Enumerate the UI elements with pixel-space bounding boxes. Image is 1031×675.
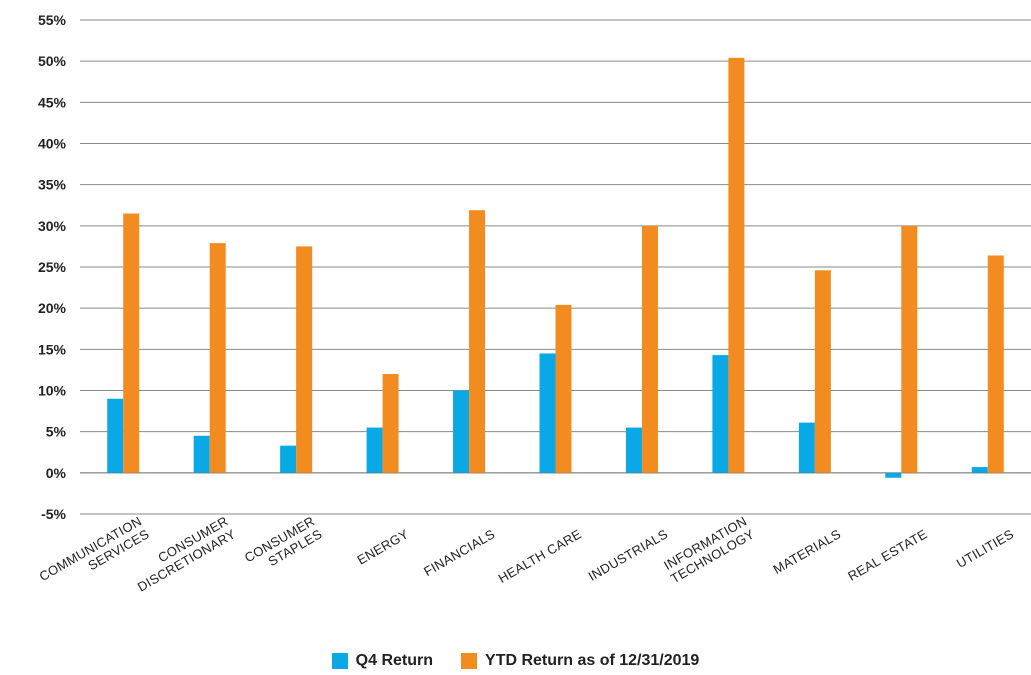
y-tick-label: 5% (46, 424, 67, 440)
bar-q4 (885, 472, 902, 478)
y-tick-label: 25% (38, 259, 67, 275)
bar-q4 (193, 435, 210, 473)
legend: Q4 Return YTD Return as of 12/31/2019 (0, 652, 1031, 670)
legend-label-q4: Q4 Return (355, 652, 434, 669)
y-tick-label: 40% (38, 136, 67, 152)
x-tick-label: UTILITIES (954, 526, 1016, 571)
bar-q4 (107, 398, 124, 473)
bar-ytd (123, 213, 140, 473)
bar-ytd (382, 374, 399, 473)
bar-q4 (971, 467, 988, 473)
x-axis-ticks: COMMUNICATIONSERVICES CONSUMERDISCRETIONA… (37, 513, 1017, 597)
x-tick-label: COMMUNICATIONSERVICES (37, 513, 152, 597)
x-tick-label: INDUSTRIALS (586, 526, 671, 584)
legend-swatch-q4 (331, 653, 348, 669)
y-tick-label: 10% (38, 383, 67, 399)
bar-ytd (814, 270, 831, 473)
bar-q4 (539, 353, 556, 473)
x-tick-label: REAL ESTATE (845, 526, 930, 584)
y-tick-label: 35% (38, 177, 67, 193)
x-tick-label: CONSUMERDISCRETIONARY (127, 513, 238, 594)
x-tick-label: CONSUMERSTAPLES (242, 513, 325, 578)
bar-q4 (625, 427, 642, 473)
x-tick-label: INFORMATIONTECHNOLOGY (660, 513, 756, 586)
bar-q4 (712, 355, 729, 473)
y-tick-label: 50% (38, 53, 67, 69)
bar-q4 (453, 390, 470, 473)
bar-q4 (798, 422, 815, 473)
y-tick-label: 55% (38, 12, 67, 28)
bar-ytd (641, 225, 658, 473)
bar-ytd (469, 210, 486, 473)
y-tick-label: 20% (38, 300, 67, 316)
y-tick-label: 15% (38, 341, 67, 357)
chart: -5% 0% 5% 10% 15% 20% 25% 30% 35% 40% 45% 50% 55% CO… (37, 12, 1031, 597)
bar-ytd (728, 57, 745, 473)
x-tick-label: ENERGY (354, 526, 411, 567)
legend-swatch-ytd (461, 653, 478, 669)
bar-q4 (366, 427, 383, 473)
legend-item-ytd: YTD Return as of 12/31/2019 (461, 652, 699, 670)
bar-ytd (209, 243, 226, 473)
y-axis-ticks: -5% 0% 5% 10% 15% 20% 25% 30% 35% 40% 45% 50% 55% (38, 12, 67, 522)
bar-ytd (901, 225, 918, 473)
bars (107, 57, 1004, 478)
x-tick-label: HEALTH CARE (496, 526, 584, 586)
y-tick-label: -5% (41, 506, 66, 522)
bar-ytd (987, 255, 1004, 473)
x-tick-label: FINANCIALS (421, 526, 497, 579)
y-tick-label: 45% (38, 94, 67, 110)
x-tick-label: MATERIALS (771, 526, 844, 577)
y-tick-label: 30% (38, 218, 67, 234)
bar-q4 (280, 445, 297, 473)
bar-ytd (296, 246, 313, 473)
y-tick-label: 0% (46, 465, 67, 481)
bar-ytd (555, 304, 572, 473)
legend-item-q4: Q4 Return (331, 652, 434, 670)
legend-label-ytd: YTD Return as of 12/31/2019 (485, 652, 700, 669)
